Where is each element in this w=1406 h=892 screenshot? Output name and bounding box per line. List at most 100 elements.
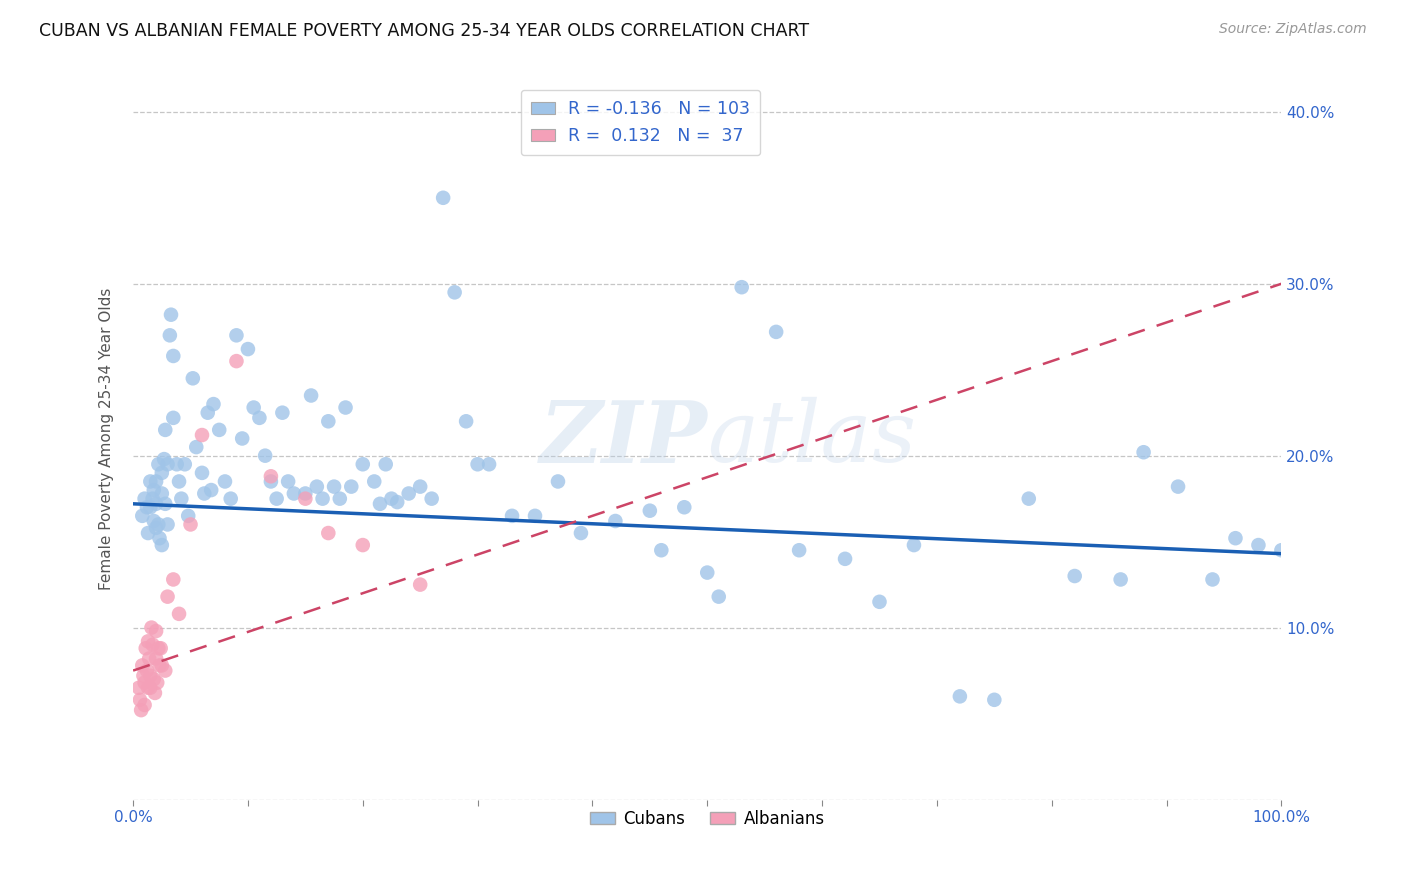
Point bbox=[903, 538, 925, 552]
Point bbox=[197, 406, 219, 420]
Point bbox=[432, 191, 454, 205]
Point bbox=[167, 475, 190, 489]
Point bbox=[202, 397, 225, 411]
Point bbox=[173, 457, 195, 471]
Point bbox=[731, 280, 754, 294]
Point bbox=[186, 440, 208, 454]
Point bbox=[131, 508, 153, 523]
Point bbox=[134, 698, 156, 712]
Point bbox=[225, 354, 247, 368]
Point bbox=[162, 410, 184, 425]
Point bbox=[949, 690, 972, 704]
Point bbox=[834, 551, 856, 566]
Point bbox=[134, 675, 156, 690]
Point bbox=[249, 410, 271, 425]
Point bbox=[368, 497, 391, 511]
Point bbox=[150, 486, 173, 500]
Point bbox=[142, 638, 165, 652]
Point bbox=[135, 664, 157, 678]
Point bbox=[145, 497, 167, 511]
Point bbox=[162, 573, 184, 587]
Point bbox=[1247, 538, 1270, 552]
Point bbox=[673, 500, 696, 515]
Point bbox=[155, 423, 177, 437]
Point bbox=[170, 491, 193, 506]
Text: atlas: atlas bbox=[707, 397, 917, 480]
Point bbox=[467, 457, 489, 471]
Point bbox=[1201, 573, 1223, 587]
Point bbox=[156, 517, 179, 532]
Point bbox=[1225, 531, 1247, 545]
Point bbox=[1063, 569, 1085, 583]
Text: CUBAN VS ALBANIAN FEMALE POVERTY AMONG 25-34 YEAR OLDS CORRELATION CHART: CUBAN VS ALBANIAN FEMALE POVERTY AMONG 2… bbox=[39, 22, 810, 40]
Point bbox=[335, 401, 357, 415]
Point bbox=[167, 607, 190, 621]
Point bbox=[456, 414, 478, 428]
Point bbox=[311, 491, 333, 506]
Legend: Cubans, Albanians: Cubans, Albanians bbox=[583, 803, 831, 835]
Point bbox=[142, 491, 165, 506]
Point bbox=[146, 675, 169, 690]
Point bbox=[352, 457, 374, 471]
Point bbox=[696, 566, 718, 580]
Point bbox=[1167, 480, 1189, 494]
Point bbox=[150, 658, 173, 673]
Point bbox=[478, 457, 501, 471]
Point bbox=[501, 508, 523, 523]
Point bbox=[605, 514, 627, 528]
Point bbox=[387, 495, 409, 509]
Point bbox=[136, 634, 159, 648]
Point bbox=[180, 517, 202, 532]
Point bbox=[254, 449, 277, 463]
Point bbox=[155, 497, 177, 511]
Point bbox=[145, 475, 167, 489]
Point bbox=[129, 703, 152, 717]
Point bbox=[266, 491, 288, 506]
Point bbox=[318, 414, 340, 428]
Point bbox=[148, 531, 170, 545]
Point bbox=[135, 500, 157, 515]
Point bbox=[129, 693, 152, 707]
Point bbox=[1132, 445, 1154, 459]
Point bbox=[159, 328, 181, 343]
Point bbox=[136, 526, 159, 541]
Point bbox=[765, 325, 787, 339]
Point bbox=[983, 693, 1005, 707]
Point bbox=[191, 466, 214, 480]
Point bbox=[193, 486, 215, 500]
Point bbox=[231, 432, 253, 446]
Point bbox=[374, 457, 396, 471]
Point bbox=[271, 406, 294, 420]
Point bbox=[787, 543, 810, 558]
Point bbox=[323, 480, 346, 494]
Point bbox=[524, 508, 547, 523]
Point bbox=[138, 651, 160, 665]
Point bbox=[142, 483, 165, 497]
Point bbox=[1270, 543, 1292, 558]
Point bbox=[329, 491, 352, 506]
Text: ZIP: ZIP bbox=[540, 397, 707, 480]
Point bbox=[148, 457, 170, 471]
Point bbox=[569, 526, 592, 541]
Point bbox=[1109, 573, 1132, 587]
Point bbox=[225, 328, 247, 343]
Point bbox=[638, 504, 661, 518]
Point bbox=[166, 457, 188, 471]
Point bbox=[139, 681, 162, 695]
Point bbox=[409, 577, 432, 591]
Point bbox=[139, 669, 162, 683]
Point bbox=[132, 669, 155, 683]
Point bbox=[145, 624, 167, 638]
Text: Source: ZipAtlas.com: Source: ZipAtlas.com bbox=[1219, 22, 1367, 37]
Point bbox=[160, 308, 183, 322]
Point bbox=[208, 423, 231, 437]
Point bbox=[145, 521, 167, 535]
Point bbox=[443, 285, 465, 300]
Point bbox=[143, 686, 166, 700]
Point bbox=[181, 371, 204, 385]
Point bbox=[318, 526, 340, 541]
Point bbox=[150, 538, 173, 552]
Y-axis label: Female Poverty Among 25-34 Year Olds: Female Poverty Among 25-34 Year Olds bbox=[100, 287, 114, 590]
Point bbox=[352, 538, 374, 552]
Point bbox=[153, 452, 176, 467]
